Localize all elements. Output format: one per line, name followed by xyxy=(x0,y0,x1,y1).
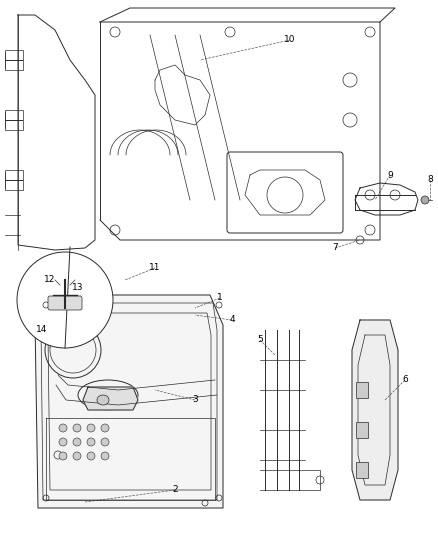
Text: 8: 8 xyxy=(427,175,433,184)
FancyBboxPatch shape xyxy=(356,422,368,438)
Circle shape xyxy=(73,452,81,460)
Text: 2: 2 xyxy=(172,486,178,495)
Text: 4: 4 xyxy=(229,316,235,325)
Text: 7: 7 xyxy=(332,244,338,253)
Circle shape xyxy=(87,424,95,432)
Text: 12: 12 xyxy=(44,276,56,285)
Polygon shape xyxy=(352,320,398,500)
Circle shape xyxy=(101,452,109,460)
Circle shape xyxy=(421,196,429,204)
Circle shape xyxy=(101,424,109,432)
Text: 14: 14 xyxy=(36,326,48,335)
Text: 10: 10 xyxy=(284,36,296,44)
Circle shape xyxy=(87,438,95,446)
Polygon shape xyxy=(83,387,138,410)
Circle shape xyxy=(73,424,81,432)
Circle shape xyxy=(73,438,81,446)
Text: 13: 13 xyxy=(72,282,84,292)
Text: 3: 3 xyxy=(192,395,198,405)
Circle shape xyxy=(59,424,67,432)
Polygon shape xyxy=(35,295,223,508)
Text: 6: 6 xyxy=(402,376,408,384)
Text: 5: 5 xyxy=(257,335,263,344)
FancyBboxPatch shape xyxy=(356,382,368,398)
Circle shape xyxy=(101,438,109,446)
Circle shape xyxy=(17,252,113,348)
Circle shape xyxy=(59,452,67,460)
Text: 1: 1 xyxy=(217,294,223,303)
FancyBboxPatch shape xyxy=(356,462,368,478)
Circle shape xyxy=(59,438,67,446)
FancyBboxPatch shape xyxy=(48,296,82,310)
Circle shape xyxy=(87,452,95,460)
Text: 11: 11 xyxy=(149,263,161,272)
Ellipse shape xyxy=(97,395,109,405)
Text: 9: 9 xyxy=(387,171,393,180)
